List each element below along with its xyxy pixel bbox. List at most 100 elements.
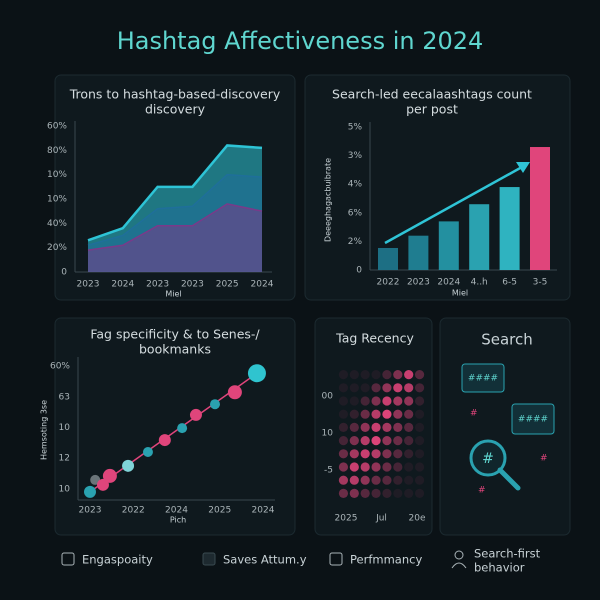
point — [209, 399, 220, 410]
x-tick-label: Jul — [375, 514, 387, 524]
heat-cell — [360, 475, 370, 485]
heat-cell — [349, 488, 359, 498]
heat-cell — [414, 462, 425, 472]
heat-cell — [349, 409, 359, 419]
y-tick-label: 20% — [47, 243, 67, 253]
y-axis-label: Hemsoting 3se — [40, 400, 49, 460]
x-tick-label: 2023 — [407, 278, 430, 288]
heat-cell — [404, 449, 414, 459]
point — [227, 385, 242, 400]
heat-cell — [338, 383, 349, 393]
point — [122, 459, 135, 472]
heat-cell — [360, 488, 370, 498]
x-tick-label: 2023 — [181, 280, 204, 290]
heat-cell — [371, 449, 381, 459]
y-axis-label: Deeeghagacbuibrate — [324, 158, 333, 242]
y-tick-label: 40% — [47, 219, 67, 229]
heat-cell — [393, 409, 403, 419]
x-tick-label: 2023 — [77, 280, 100, 290]
line — [87, 144, 263, 242]
point — [177, 423, 188, 434]
heat-cell — [338, 436, 349, 446]
y-tick-label: 60% — [47, 122, 67, 132]
y-tick-label: 6% — [348, 208, 363, 218]
x-tick-label: 6-5 — [502, 278, 517, 288]
bar — [408, 235, 429, 270]
heat-cell — [382, 383, 392, 393]
heat-cell — [371, 383, 381, 393]
x-tick-label: 4..h — [471, 278, 488, 288]
x-tick-label: 2025 — [216, 280, 239, 290]
heat-cell — [360, 422, 370, 432]
heat-cell — [382, 488, 392, 498]
bar — [438, 221, 459, 270]
heat-cell — [382, 370, 392, 380]
y-tick-label: 0 — [356, 266, 362, 276]
heat-cell — [371, 436, 381, 446]
legend-icon — [202, 552, 216, 566]
legend-icon — [61, 552, 75, 566]
heat-cell — [393, 370, 403, 380]
svg-text:#: # — [482, 451, 494, 467]
heat-cell — [382, 409, 392, 419]
point — [158, 434, 171, 447]
chart-title: Tag Recency — [335, 331, 414, 346]
y-tick-label: 3% — [348, 151, 363, 161]
chart-title: Search-led eecalaashtags count — [332, 87, 532, 102]
bar — [469, 204, 490, 270]
y-tick-label: 80% — [47, 146, 67, 156]
chart-title: bookmanks — [139, 342, 211, 357]
x-tick-label: 2024 — [251, 280, 274, 290]
x-tick-label: 2022 — [122, 506, 145, 516]
chart-title: Fag specificity & to Senes-/ — [90, 327, 260, 342]
point — [96, 478, 109, 491]
heat-cell — [338, 475, 349, 485]
point — [84, 485, 96, 498]
heat-cell — [360, 396, 370, 406]
heat-cell — [349, 396, 359, 406]
svg-text:####: #### — [518, 415, 548, 425]
heat-cell — [371, 475, 381, 485]
x-axis-label: Miel — [452, 289, 468, 298]
heat-cell — [404, 383, 414, 393]
arrow-head — [516, 162, 530, 173]
heat-cell — [360, 383, 370, 393]
heat-cell — [371, 409, 381, 419]
search-illustration: #### #### # # # # — [461, 363, 555, 496]
heat-cell — [414, 449, 425, 459]
heat-cell — [382, 396, 392, 406]
bar — [378, 247, 398, 270]
x-tick-label: 2023 — [146, 280, 169, 290]
panel-title: Search — [481, 331, 533, 349]
x-axis-label: Miel — [165, 290, 181, 299]
panel — [54, 317, 296, 536]
heat-cell — [360, 370, 370, 380]
legend-label: Engaspoaity — [82, 553, 153, 567]
heat-cell — [404, 488, 414, 498]
y-tick-label: 60% — [50, 362, 70, 372]
heat-cell — [349, 462, 359, 472]
heat-cell — [382, 449, 392, 459]
heat-cell — [338, 488, 349, 498]
x-tick-label: 2023 — [79, 506, 102, 516]
chart-title: discovery — [145, 102, 206, 117]
heat-cell — [349, 475, 359, 485]
heat-cell — [349, 383, 359, 393]
heat-cell — [338, 370, 349, 380]
heat-cell — [360, 449, 370, 459]
y-tick-label: 00 — [322, 392, 334, 402]
heat-cell — [382, 475, 392, 485]
heat-cell — [414, 370, 425, 380]
y-tick-label: 63 — [59, 392, 70, 402]
heat-cell — [360, 409, 370, 419]
heat-cell — [371, 396, 381, 406]
y-tick-label: 4% — [348, 180, 363, 190]
legend-icon — [451, 550, 467, 569]
legend-label: behavior — [474, 561, 525, 575]
heat-cell — [382, 462, 392, 472]
heat-cell — [393, 383, 403, 393]
heat-cell — [360, 462, 370, 472]
x-tick-label: 2024 — [252, 506, 275, 516]
x-tick-label: 2025 — [335, 514, 358, 524]
y-tick-label: 10% — [47, 195, 67, 205]
